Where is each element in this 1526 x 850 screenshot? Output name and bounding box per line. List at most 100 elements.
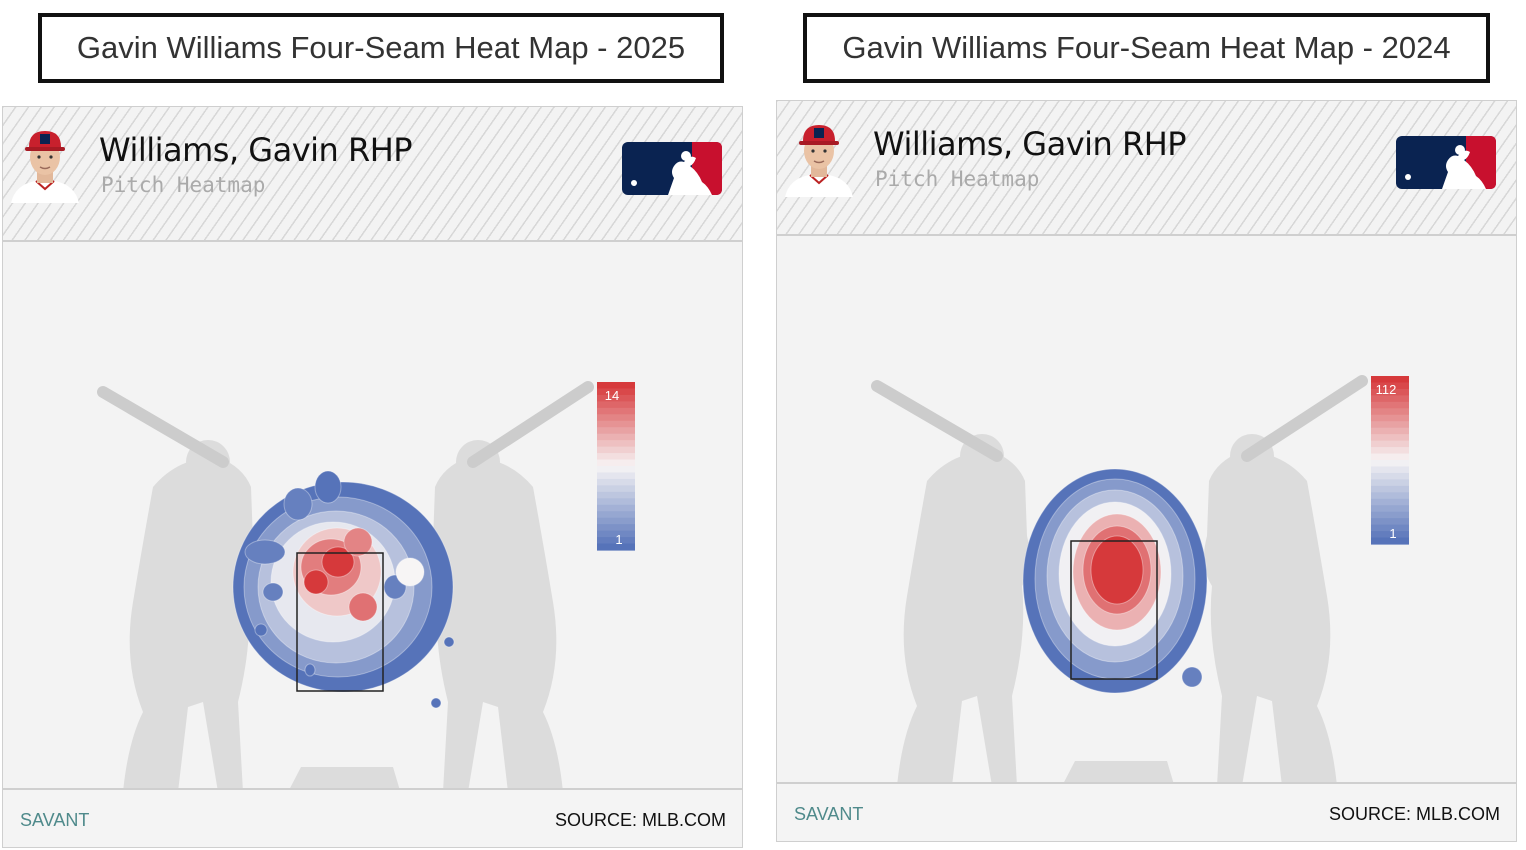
heat-contours — [1022, 468, 1208, 694]
legend-step — [597, 524, 635, 532]
legend-step — [1371, 492, 1409, 500]
legend-step — [1371, 453, 1409, 461]
legend-step — [597, 530, 635, 538]
heat-contours — [232, 470, 455, 709]
heat-contour — [321, 546, 355, 578]
home-plate-icon — [1063, 761, 1174, 783]
legend-step — [1371, 524, 1409, 532]
card-header: Williams, Gavin RHP Pitch Heatmap — [3, 107, 742, 242]
legend-step — [1371, 505, 1409, 513]
right-bat-icon — [1241, 375, 1368, 462]
heat-contour — [303, 569, 329, 595]
batter-silhouettes — [97, 381, 594, 789]
card-subtitle: Pitch Heatmap — [875, 167, 1040, 191]
legend-step — [1371, 511, 1409, 519]
legend-step — [1371, 414, 1409, 422]
player-name: Williams, Gavin RHP — [99, 131, 413, 169]
legend-step — [597, 407, 635, 415]
legend-step — [597, 433, 635, 441]
strike-zone — [296, 552, 384, 692]
legend-step — [1371, 408, 1409, 416]
legend-step — [597, 537, 635, 545]
legend-step — [1371, 537, 1409, 545]
legend-step — [597, 446, 635, 454]
legend-step — [1371, 440, 1409, 448]
legend-step — [597, 440, 635, 448]
home-plate-icon — [289, 767, 400, 789]
left-bat-icon — [871, 380, 1003, 462]
legend-min-label: 1 — [615, 532, 622, 547]
legend-step — [597, 453, 635, 461]
right-batter-icon — [1203, 451, 1337, 783]
panel-title: Gavin Williams Four-Seam Heat Map - 2024 — [842, 30, 1451, 65]
heatmap-card: Williams, Gavin RHP Pitch Heatmap 112 1 S… — [776, 100, 1517, 842]
source-label: SOURCE: MLB.COM — [554, 810, 726, 830]
legend-step — [597, 466, 635, 474]
legend-step — [597, 382, 635, 390]
legend-step — [1371, 466, 1409, 474]
legend-step — [1371, 395, 1409, 403]
card-footer: SAVANT SOURCE: MLB.COM — [777, 782, 1516, 841]
legend-step — [1371, 388, 1409, 396]
legend-step — [597, 388, 635, 396]
heat-contour — [1181, 666, 1203, 688]
legend-colorbar: 14 1 — [597, 382, 635, 551]
heat-contour — [1090, 535, 1144, 605]
legend-step — [1371, 427, 1409, 435]
heat-contour — [395, 557, 425, 587]
player-headshot-icon — [11, 131, 79, 203]
left-bat-icon — [97, 386, 229, 468]
player-name: Williams, Gavin RHP — [873, 125, 1187, 163]
legend-step — [597, 504, 635, 512]
legend-colorbar: 112 1 — [1371, 376, 1409, 545]
heat-contour — [443, 636, 455, 648]
savant-link[interactable]: SAVANT — [20, 810, 90, 830]
legend-step — [1371, 498, 1409, 506]
savant-link[interactable]: SAVANT — [794, 804, 864, 824]
card-footer: SAVANT SOURCE: MLB.COM — [3, 788, 742, 847]
mlb-logo-icon — [622, 142, 722, 195]
legend-step — [597, 420, 635, 428]
legend-step — [597, 498, 635, 506]
legend-step — [597, 427, 635, 435]
player-headshot-icon — [785, 125, 853, 197]
legend-step — [1371, 447, 1409, 455]
right-bat-icon — [467, 381, 594, 468]
legend-step — [597, 511, 635, 519]
heat-contour — [304, 663, 316, 677]
right-batter-icon — [429, 457, 563, 789]
card-header: Williams, Gavin RHP Pitch Heatmap — [777, 101, 1516, 236]
legend-step — [597, 394, 635, 402]
panel-title-box: Gavin Williams Four-Seam Heat Map - 2024 — [803, 13, 1490, 83]
left-batter-icon — [123, 457, 257, 789]
panel-title: Gavin Williams Four-Seam Heat Map - 2025 — [76, 30, 686, 65]
legend-step — [597, 517, 635, 525]
heat-contour — [348, 592, 378, 622]
legend-step — [597, 401, 635, 409]
legend-step — [1371, 376, 1409, 384]
left-batter-icon — [897, 451, 1031, 783]
legend-step — [597, 478, 635, 486]
legend-step — [1371, 401, 1409, 409]
heat-contour — [244, 539, 286, 565]
legend-step — [1371, 518, 1409, 526]
heat-contour — [254, 623, 268, 637]
batter-silhouettes — [871, 375, 1368, 783]
heat-contour — [430, 697, 442, 709]
legend-step — [1371, 485, 1409, 493]
panel-title-box: Gavin Williams Four-Seam Heat Map - 2025 — [38, 13, 724, 83]
legend-max-label: 14 — [605, 388, 619, 403]
heat-contour — [262, 582, 284, 602]
legend-min-label: 1 — [1389, 526, 1396, 541]
legend-step — [597, 414, 635, 422]
heatmap-plot: 14 1 — [97, 381, 635, 789]
heatmap-card: Williams, Gavin RHP Pitch Heatmap 14 1 SA… — [2, 106, 743, 848]
legend-step — [597, 485, 635, 493]
legend-max-label: 112 — [1376, 382, 1397, 397]
legend-step — [1371, 421, 1409, 429]
legend-step — [597, 472, 635, 480]
legend-step — [1371, 472, 1409, 480]
legend-step — [1371, 460, 1409, 468]
heat-contour — [283, 487, 313, 521]
card-subtitle: Pitch Heatmap — [101, 173, 266, 197]
